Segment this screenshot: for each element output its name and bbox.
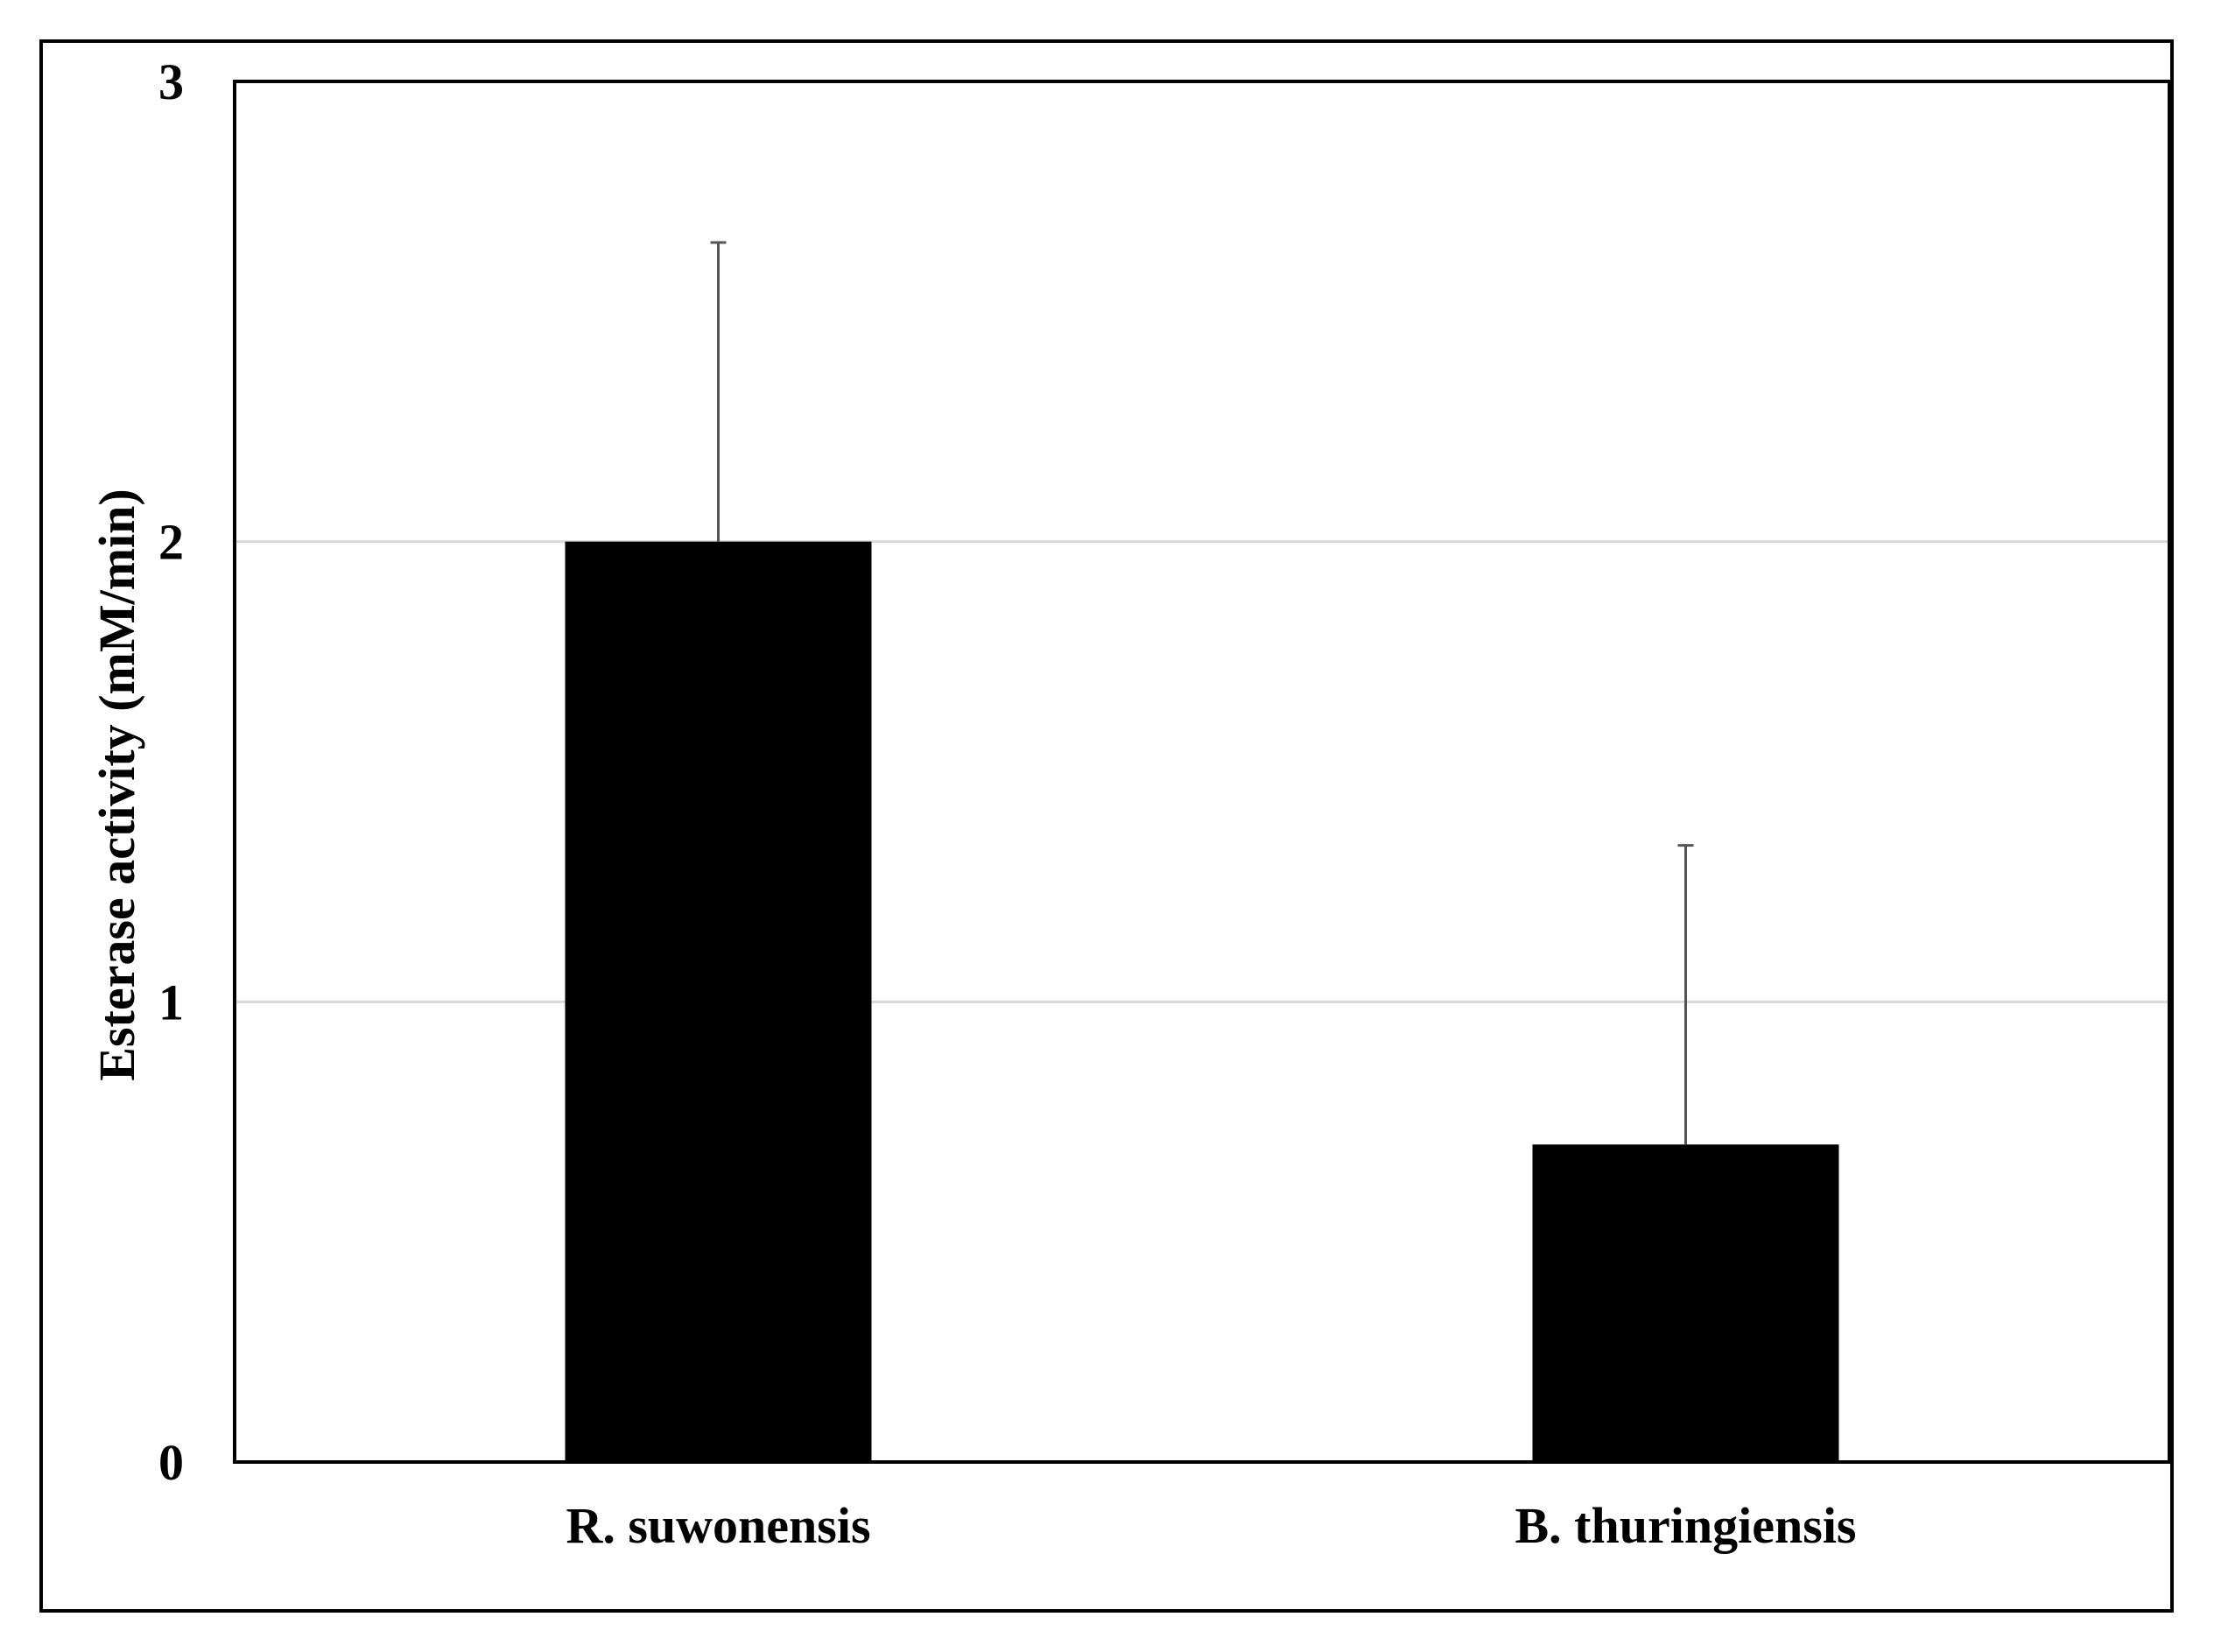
- y-axis-title: Esterase activity (mM/min): [88, 489, 145, 1080]
- gridlines: [235, 540, 2169, 1464]
- error-bar-1: [1677, 844, 1694, 1145]
- y-axis-ticks: 0 1 2 3: [158, 53, 184, 1491]
- y-tick-label-3: 3: [158, 53, 184, 110]
- plot-area-frame: [233, 80, 2171, 1464]
- y-tick-label-1: 1: [158, 974, 184, 1030]
- bar-0: [565, 541, 872, 1462]
- error-bars: [710, 241, 1694, 1145]
- bars: [565, 541, 1839, 1462]
- x-category-label-0: R. suwonensis: [566, 1497, 870, 1554]
- x-axis-categories: R. suwonensis B. thuringiensis: [566, 1497, 1856, 1554]
- bar-1: [1532, 1144, 1839, 1462]
- x-category-label-1: B. thuringiensis: [1515, 1497, 1857, 1554]
- y-tick-label-0: 0: [158, 1434, 184, 1491]
- y-tick-label-2: 2: [158, 514, 184, 571]
- outer-border: [39, 39, 2174, 1613]
- error-bar-0: [710, 241, 727, 542]
